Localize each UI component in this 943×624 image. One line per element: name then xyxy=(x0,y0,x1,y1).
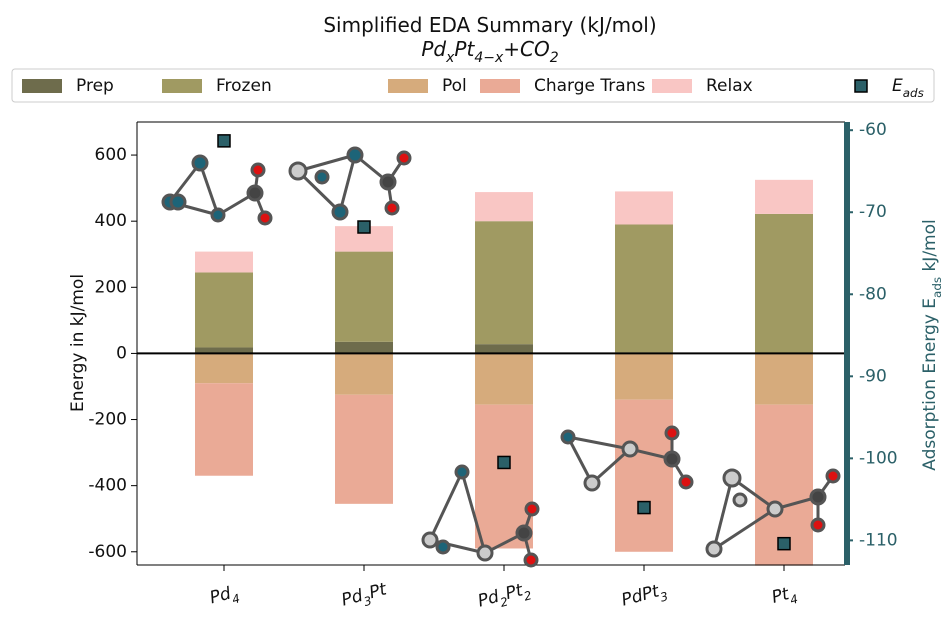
y-tick-label: 0 xyxy=(116,343,127,363)
bar-segment xyxy=(475,353,533,404)
chart-subtitle: PdxPt4−x+CO2 xyxy=(421,37,558,67)
x-tick-label: Pt4 xyxy=(770,582,800,611)
bar-segment xyxy=(755,353,813,404)
y-tick-label: 600 xyxy=(95,145,127,165)
y-tick-label: -600 xyxy=(88,542,127,562)
molecule-pd3pt xyxy=(290,148,410,219)
legend-swatch xyxy=(652,79,692,93)
legend-label: Frozen xyxy=(216,76,272,96)
bar-segment xyxy=(475,221,533,344)
eads-marker xyxy=(778,538,790,550)
legend-label: Prep xyxy=(76,76,114,96)
legend-marker xyxy=(855,80,867,92)
y-axis-label: Energy in kJ/mol xyxy=(68,274,88,412)
legend-label: Relax xyxy=(706,76,753,96)
eads-marker xyxy=(638,502,650,514)
y2-tick-label: -100 xyxy=(859,448,898,468)
bar-segment xyxy=(615,191,673,224)
bar-segment xyxy=(755,180,813,214)
legend-swatch xyxy=(388,79,428,93)
y2-tick-label: -70 xyxy=(859,202,887,222)
y-tick-label: -200 xyxy=(88,410,127,430)
bar-segment xyxy=(475,344,533,353)
eads-marker xyxy=(218,135,230,147)
y-tick-label: 400 xyxy=(95,211,127,231)
molecule-pd4 xyxy=(163,156,271,224)
bar-segment xyxy=(195,383,253,476)
bar-segment xyxy=(335,252,393,342)
bar-segment xyxy=(195,272,253,347)
legend-swatch xyxy=(480,79,520,93)
x-tick-label: PdPt3 xyxy=(619,579,669,613)
chart-title: Simplified EDA Summary (kJ/mol) xyxy=(323,13,656,37)
eads-marker xyxy=(498,456,510,468)
y2-tick-label: -110 xyxy=(859,530,898,550)
bar-segment xyxy=(335,353,393,394)
bar-segment xyxy=(335,342,393,354)
legend-swatch xyxy=(162,79,202,93)
y2-tick-label: -80 xyxy=(859,284,887,304)
bar-segment xyxy=(475,192,533,221)
y2-tick-label: -60 xyxy=(859,120,887,140)
y-tick-label: 200 xyxy=(95,277,127,297)
bar-segment xyxy=(615,224,673,352)
x-tick-label: Pd3Pt xyxy=(339,579,390,614)
legend-label: Pol xyxy=(442,76,467,96)
bar-segment xyxy=(195,353,253,383)
legend-swatch xyxy=(22,79,62,93)
x-tick-label: Pd4 xyxy=(208,582,242,612)
chart: Simplified EDA Summary (kJ/mol) PdxPt4−x… xyxy=(0,0,943,620)
bar-segment xyxy=(615,400,673,552)
y-tick-label: -400 xyxy=(88,476,127,496)
legend-label: Charge Trans xyxy=(534,76,645,96)
bar-segment xyxy=(195,252,253,273)
y2-axis-label: Adsorption Energy Eads kJ/mol xyxy=(920,219,943,471)
bar-segment xyxy=(755,214,813,353)
eads-marker xyxy=(358,221,370,233)
x-tick-label: Pd2Pt2 xyxy=(476,578,533,614)
legend-box xyxy=(12,69,934,102)
y2-tick-label: -90 xyxy=(859,366,887,386)
bar-segment xyxy=(335,395,393,504)
bar-segment xyxy=(615,353,673,399)
